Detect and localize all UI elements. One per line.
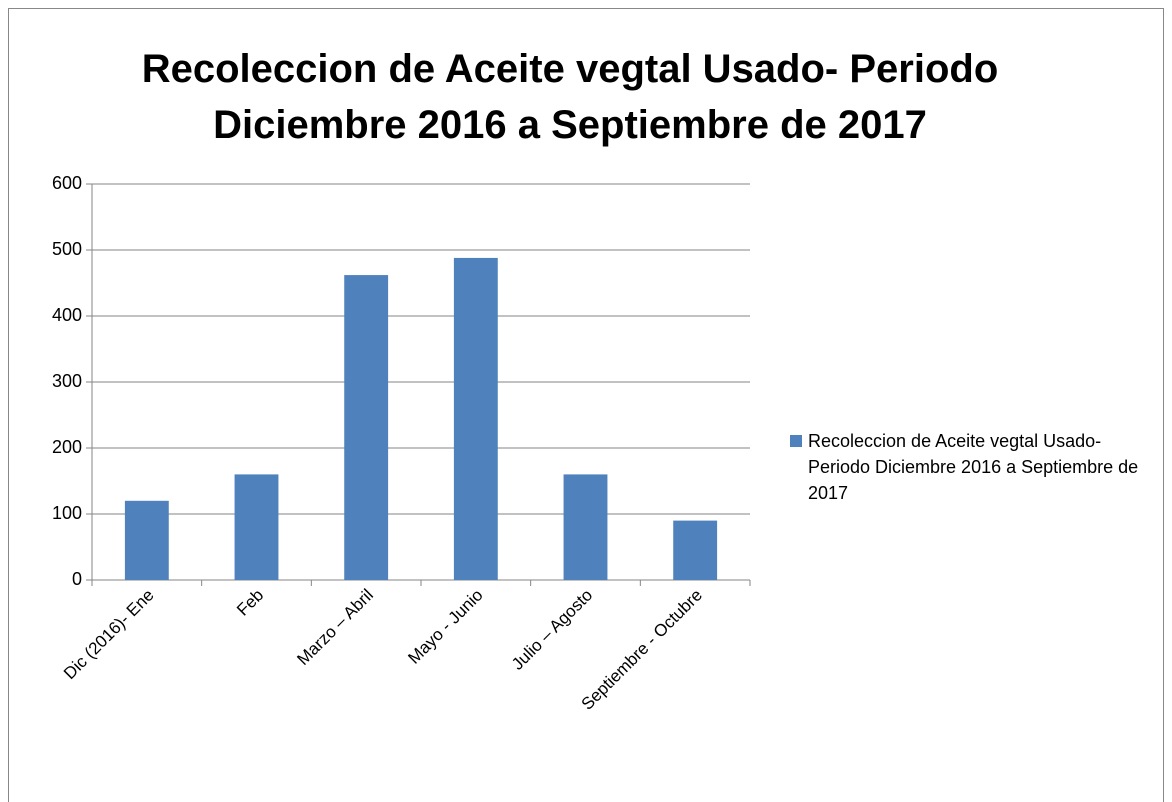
bar: [124, 500, 169, 580]
x-tick-label: Julio – Agosto: [508, 585, 596, 673]
bar: [453, 257, 498, 580]
y-tick-label: 100: [52, 503, 82, 523]
legend-label: Recoleccion de Aceite vegtal Usado- Peri…: [808, 431, 1139, 503]
chart-title: Diciembre 2016 a Septiembre de 2017: [213, 103, 927, 147]
x-tick-label: Feb: [233, 585, 267, 619]
legend: Recoleccion de Aceite vegtal Usado- Peri…: [790, 428, 1150, 506]
bar: [563, 474, 608, 580]
y-tick-label: 500: [52, 239, 82, 259]
legend-swatch: [790, 435, 802, 447]
bar: [344, 275, 389, 580]
y-tick-label: 400: [52, 305, 82, 325]
x-tick-label: Dic (2016)- Ene: [60, 585, 158, 683]
chart-title: Recoleccion de Aceite vegtal Usado- Peri…: [142, 47, 999, 91]
chart-border: [8, 8, 1164, 802]
y-tick-label: 0: [72, 569, 82, 589]
x-tick-label: Septiembre - Octubre: [578, 585, 706, 713]
bar: [234, 474, 279, 580]
y-tick-label: 300: [52, 371, 82, 391]
y-tick-label: 200: [52, 437, 82, 457]
y-tick-label: 600: [52, 173, 82, 193]
x-tick-label: Mayo - Junio: [404, 585, 486, 667]
bar: [673, 520, 718, 580]
x-tick-label: Marzo – Abril: [293, 585, 377, 669]
